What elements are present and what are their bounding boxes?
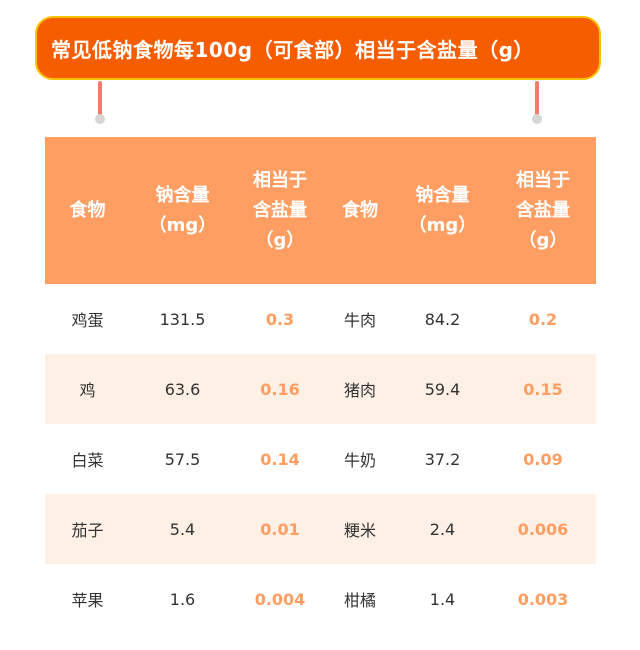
header-line: 相当于 (516, 169, 570, 191)
column-header: 食物 (45, 137, 130, 284)
header-line: 相当于 (253, 169, 307, 191)
food-cell: 茄子 (45, 494, 130, 564)
salt-cell: 0.15 (490, 354, 596, 424)
food-cell: 鸡 (45, 354, 130, 424)
sodium-cell: 5.4 (130, 494, 235, 564)
header-line: （g） (518, 229, 568, 251)
sodium-cell: 1.4 (429, 589, 456, 609)
header-line: 食物 (342, 199, 378, 221)
salt-cell: 0.09 (523, 449, 563, 469)
title: 常见低钠食物每100g（可食部）相当于含盐量（g） (51, 37, 534, 62)
sodium-cell: 2.4 (395, 494, 490, 564)
header-row: 食物 钠含量 （mg） 相当于含盐量 （g） 食物 钠含量 （mg） 相当于含盐量 （g） (45, 137, 596, 284)
column-header: 钠含量 （mg） (395, 137, 490, 284)
salt-cell: 0.004 (254, 589, 306, 609)
food-cell: 白菜 (71, 451, 104, 470)
sodium-cell: 84.2 (424, 309, 461, 329)
food-cell: 鸡蛋 (71, 311, 104, 330)
salt-cell: 0.01 (235, 494, 325, 564)
column-header: 食物 (325, 137, 395, 284)
header-line: 钠含量 (415, 184, 470, 206)
sodium-cell: 1.6 (169, 589, 196, 609)
salt-cell: 0.006 (490, 494, 596, 564)
column-header: 相当于含盐量 （g） (490, 137, 596, 284)
pin-dot-left (95, 114, 105, 124)
food-cell: 苹果 (71, 591, 104, 610)
food-cell: 牛奶 (343, 451, 376, 470)
sodium-cell: 59.4 (395, 354, 490, 424)
salt-cell: 0.16 (235, 354, 325, 424)
header-line: 钠含量 (155, 184, 210, 206)
pin-dot-right (532, 114, 542, 124)
pin-right (535, 81, 539, 117)
header-line: （mg） (408, 214, 477, 236)
title-banner: 常见低钠食物每100g（可食部）相当于含盐量（g） (35, 16, 601, 80)
food-cell: 牛肉 (343, 311, 376, 330)
table-row: 鸡 63.6 0.16 猪肉 59.4 0.15 (45, 354, 596, 424)
header-line: 含盐量 (516, 199, 570, 221)
sodium-table: 食物 钠含量 （mg） 相当于含盐量 （g） 食物 钠含量 （mg） 相当于含盐量 （g） 鸡蛋 1… (45, 137, 596, 634)
column-header: 钠含量 （mg） (130, 137, 235, 284)
table-row: 鸡蛋 131.5 0.3 牛肉 84.2 0.2 (45, 284, 596, 354)
column-header: 相当于含盐量 （g） (235, 137, 325, 284)
table-row: 苹果 1.6 0.004 柑橘 1.4 0.003 (45, 564, 596, 634)
sodium-cell: 131.5 (159, 309, 206, 329)
food-cell: 猪肉 (325, 354, 395, 424)
header-line: （g） (255, 229, 305, 251)
header-line: 含盐量 (253, 199, 307, 221)
header-line: （mg） (148, 214, 217, 236)
sodium-cell: 57.5 (164, 449, 201, 469)
table-row: 白菜 57.5 0.14 牛奶 37.2 0.09 (45, 424, 596, 494)
food-cell: 柑橘 (343, 591, 376, 610)
food-cell: 粳米 (325, 494, 395, 564)
salt-cell: 0.3 (265, 309, 295, 329)
sodium-cell: 37.2 (424, 449, 461, 469)
salt-cell: 0.14 (260, 449, 300, 469)
pin-left (98, 81, 102, 117)
sodium-cell: 63.6 (130, 354, 235, 424)
table-row: 茄子 5.4 0.01 粳米 2.4 0.006 (45, 494, 596, 564)
salt-cell: 0.2 (528, 309, 558, 329)
header-line: 食物 (69, 199, 106, 221)
salt-cell: 0.003 (517, 589, 569, 609)
